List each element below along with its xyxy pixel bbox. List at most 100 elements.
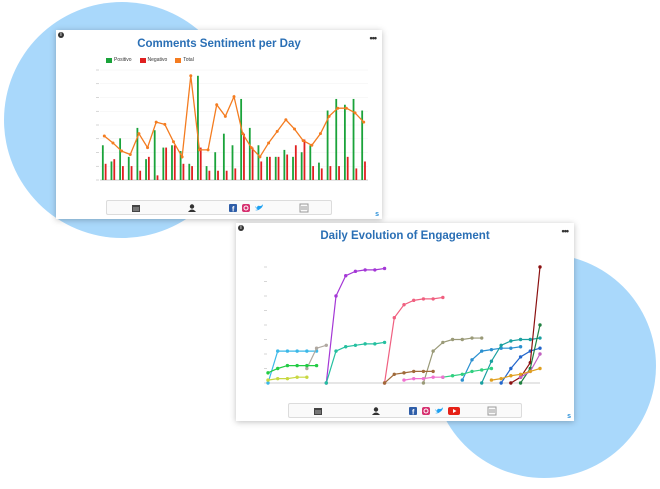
bar-negative — [113, 159, 116, 180]
bar-negative — [303, 139, 306, 180]
bar-positive — [343, 104, 346, 180]
sentiment-chart-card: i ••• Comments Sentiment per Day Positiv… — [56, 30, 382, 219]
series-point — [509, 339, 513, 343]
series-point — [480, 336, 484, 340]
bar-positive — [171, 145, 173, 180]
twitter-icon[interactable] — [255, 203, 265, 212]
series-point — [285, 363, 290, 368]
engagement-chart — [264, 265, 542, 385]
series-point — [373, 268, 377, 272]
legend-label: Positivo — [114, 57, 132, 63]
calendar-icon[interactable] — [131, 203, 141, 212]
series-point — [441, 375, 445, 379]
bar-positive — [335, 98, 338, 180]
user-icon[interactable] — [371, 406, 381, 415]
more-menu-icon[interactable]: ••• — [369, 33, 378, 43]
total-point — [154, 120, 158, 124]
bar-positive — [318, 162, 320, 180]
series-point — [295, 349, 299, 353]
series-point — [421, 381, 426, 385]
series-point — [392, 372, 396, 376]
total-point — [111, 141, 115, 145]
info-icon[interactable]: i — [58, 32, 64, 38]
bar-positive — [110, 161, 113, 180]
series-point — [431, 369, 435, 374]
series-point — [412, 298, 416, 303]
series-point — [344, 345, 348, 349]
total-point — [284, 118, 288, 122]
bar-positive — [222, 133, 225, 180]
series-point — [382, 266, 387, 271]
youtube-icon[interactable] — [448, 406, 461, 415]
bar-positive — [309, 145, 312, 180]
series-point — [509, 366, 513, 371]
bar-positive — [361, 110, 364, 180]
bar-positive — [197, 75, 199, 180]
bar-negative — [191, 166, 193, 180]
series-point — [441, 340, 445, 345]
more-menu-icon[interactable]: ••• — [561, 226, 570, 236]
legend-item-total[interactable]: Total — [175, 57, 194, 63]
series-point — [353, 343, 358, 347]
series-point — [460, 372, 464, 376]
series-point — [480, 381, 484, 385]
series-point — [295, 375, 299, 379]
facebook-icon[interactable]: f — [409, 406, 418, 417]
bar-negative — [286, 154, 289, 180]
series-point — [266, 381, 270, 385]
series-line — [267, 365, 317, 374]
total-point — [310, 143, 314, 147]
series-point — [450, 337, 455, 342]
legend-item-positive[interactable]: Positivo — [106, 57, 132, 63]
twitter-icon[interactable] — [435, 406, 445, 415]
series-point — [266, 378, 270, 382]
bar-positive — [127, 156, 130, 180]
series-point — [421, 369, 426, 374]
series-point — [285, 349, 290, 353]
series-point — [518, 375, 523, 379]
series-point — [421, 297, 426, 301]
bar-positive — [179, 151, 182, 180]
series-point — [528, 369, 532, 374]
series-point — [402, 303, 406, 307]
bar-negative — [320, 168, 323, 180]
series-point — [509, 346, 513, 350]
user-icon[interactable] — [187, 203, 197, 212]
series-point — [431, 349, 435, 353]
series-point — [266, 371, 270, 375]
list-icon[interactable] — [487, 406, 497, 416]
bar-negative — [329, 166, 332, 180]
series-point — [470, 358, 474, 362]
bar-positive — [257, 145, 260, 180]
series-point — [489, 366, 494, 371]
bar-negative — [147, 156, 150, 180]
calendar-icon[interactable] — [313, 406, 323, 415]
info-icon[interactable]: i — [238, 225, 244, 231]
series-point — [305, 363, 309, 368]
bar-positive — [231, 145, 234, 180]
series-point — [363, 342, 367, 346]
filter-toolbar: f — [288, 403, 522, 418]
bar-negative — [268, 156, 271, 180]
bar-positive — [352, 98, 355, 180]
bar-negative — [173, 145, 176, 180]
series-point — [314, 363, 319, 368]
instagram-icon[interactable] — [242, 203, 251, 212]
series-point — [324, 343, 328, 347]
total-point — [353, 111, 357, 115]
legend-item-negative[interactable]: Negativo — [139, 57, 167, 63]
bar-negative — [260, 161, 263, 180]
bar-negative — [122, 166, 124, 180]
series-point — [528, 337, 532, 342]
list-icon[interactable] — [299, 203, 309, 213]
bar-positive — [266, 156, 268, 180]
bar-negative — [312, 166, 315, 180]
series-point — [489, 378, 494, 382]
series-point — [499, 343, 503, 347]
instagram-icon[interactable] — [422, 406, 431, 415]
total-point — [275, 129, 279, 133]
bar-positive — [274, 156, 277, 180]
total-point — [128, 153, 132, 157]
facebook-icon[interactable]: f — [229, 203, 238, 214]
bar-positive — [326, 110, 329, 180]
